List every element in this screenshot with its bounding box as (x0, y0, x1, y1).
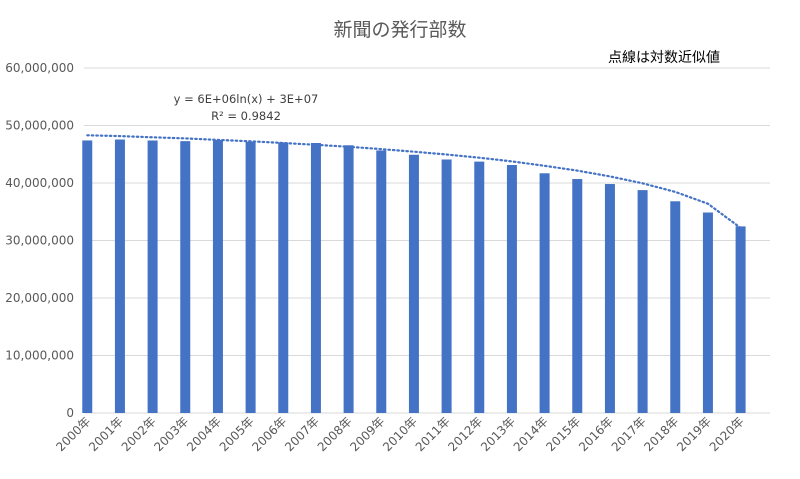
bar (343, 145, 354, 413)
y-tick-label: 30,000,000 (5, 234, 74, 248)
bar (506, 165, 517, 413)
x-axis-ticks: 2000年2001年2002年2003年2004年2005年2006年2007年… (53, 414, 746, 454)
x-tick-label: 2002年 (119, 414, 159, 454)
x-tick-label: 2007年 (282, 414, 322, 454)
bar (735, 226, 746, 413)
x-tick-label: 2010年 (380, 414, 420, 454)
bar (245, 141, 256, 413)
x-tick-label: 2016年 (576, 414, 616, 454)
bar (278, 142, 289, 413)
bar (539, 173, 550, 413)
x-tick-label: 2019年 (674, 414, 714, 454)
x-tick-label: 2018年 (641, 414, 681, 454)
bar (82, 140, 93, 413)
y-tick-label: 10,000,000 (5, 349, 74, 363)
x-tick-label: 2014年 (511, 414, 551, 454)
y-tick-label: 50,000,000 (5, 119, 74, 133)
bar (114, 139, 125, 413)
gridlines (84, 67, 770, 414)
y-tick-label: 60,000,000 (5, 61, 74, 75)
trendline-equation: y = 6E+06ln(x) + 3E+07 (174, 92, 319, 106)
bar (180, 141, 191, 413)
y-tick-label: 40,000,000 (5, 176, 74, 190)
bar (670, 201, 681, 413)
bar (310, 142, 321, 414)
bar (441, 159, 452, 413)
x-tick-label: 2009年 (347, 414, 387, 454)
trendline-note: 点線は対数近似値 (608, 50, 720, 66)
bar (212, 140, 223, 414)
bar (147, 140, 158, 413)
x-tick-label: 2011年 (413, 414, 453, 454)
bar (572, 179, 583, 413)
y-tick-label: 20,000,000 (5, 291, 74, 305)
x-tick-label: 2012年 (445, 414, 485, 454)
x-tick-label: 2006年 (249, 414, 289, 454)
bar (474, 161, 485, 413)
x-tick-label: 2004年 (184, 414, 224, 454)
x-tick-label: 2017年 (609, 414, 649, 454)
x-tick-label: 2008年 (315, 414, 355, 454)
chart-title: 新聞の発行部数 (333, 19, 466, 41)
bar (702, 212, 713, 413)
x-tick-label: 2000年 (53, 414, 93, 454)
trendline-path (86, 134, 742, 229)
x-tick-label: 2015年 (543, 414, 583, 454)
x-tick-label: 2003年 (151, 414, 191, 454)
trendline (86, 134, 742, 229)
bar (408, 154, 419, 413)
bar (604, 184, 615, 413)
x-tick-label: 2005年 (217, 414, 257, 454)
x-tick-label: 2013年 (478, 414, 518, 454)
trendline-r-squared: R² = 0.9842 (211, 109, 281, 123)
bars (82, 139, 746, 414)
y-tick-label: 0 (66, 406, 74, 420)
x-tick-label: 2020年 (707, 414, 747, 454)
x-tick-label: 2001年 (86, 414, 126, 454)
bar (376, 150, 387, 413)
y-axis-ticks: 0 10,000,000 20,000,000 30,000,000 40,000,00… (5, 61, 74, 420)
bar (637, 190, 648, 413)
